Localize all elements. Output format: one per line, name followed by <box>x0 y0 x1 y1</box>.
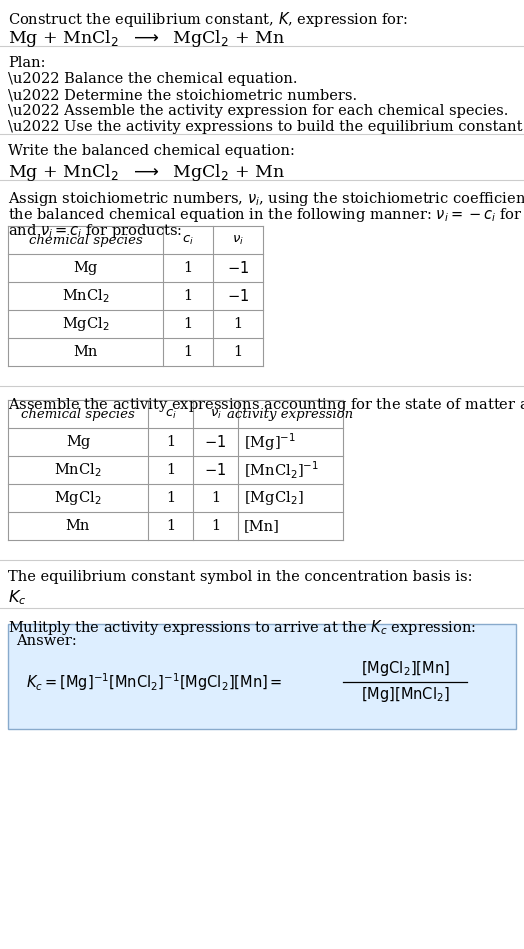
Text: chemical species: chemical species <box>29 233 143 247</box>
Text: chemical species: chemical species <box>21 407 135 420</box>
Text: 1: 1 <box>166 463 175 477</box>
Text: $K_c = [\mathrm{Mg}]^{-1}[\mathrm{MnCl}_2]^{-1}[\mathrm{MgCl}_2][\mathrm{Mn}] = : $K_c = [\mathrm{Mg}]^{-1}[\mathrm{MnCl}_… <box>26 671 282 693</box>
Text: [Mn]: [Mn] <box>244 519 280 533</box>
Text: Write the balanced chemical equation:: Write the balanced chemical equation: <box>8 144 295 158</box>
Text: $c_i$: $c_i$ <box>182 233 194 247</box>
Text: MgCl$_2$: MgCl$_2$ <box>62 315 110 333</box>
Text: \u2022 Use the activity expressions to build the equilibrium constant expression: \u2022 Use the activity expressions to b… <box>8 120 524 134</box>
Text: 1: 1 <box>233 317 243 331</box>
Text: [MnCl$_2$]$^{-1}$: [MnCl$_2$]$^{-1}$ <box>244 459 319 481</box>
Text: $K_c$: $K_c$ <box>8 588 26 606</box>
Text: \u2022 Determine the stoichiometric numbers.: \u2022 Determine the stoichiometric numb… <box>8 88 357 102</box>
Text: 1: 1 <box>166 435 175 449</box>
Text: [Mg]$^{-1}$: [Mg]$^{-1}$ <box>244 431 296 453</box>
Text: Plan:: Plan: <box>8 56 46 70</box>
Text: 1: 1 <box>166 519 175 533</box>
Text: Mn: Mn <box>66 519 90 533</box>
Text: Mn: Mn <box>73 345 97 359</box>
Text: $\nu_i$: $\nu_i$ <box>232 233 244 247</box>
Text: [MgCl$_2$]: [MgCl$_2$] <box>244 489 303 507</box>
Text: Mulitply the activity expressions to arrive at the $K_c$ expression:: Mulitply the activity expressions to arr… <box>8 618 476 637</box>
Text: 1: 1 <box>233 345 243 359</box>
Text: Assemble the activity expressions accounting for the state of matter and $\nu_i$: Assemble the activity expressions accoun… <box>8 396 524 414</box>
Text: 1: 1 <box>166 491 175 505</box>
Text: \u2022 Balance the chemical equation.: \u2022 Balance the chemical equation. <box>8 72 298 86</box>
Text: The equilibrium constant symbol in the concentration basis is:: The equilibrium constant symbol in the c… <box>8 570 473 584</box>
Text: $[\mathrm{MgCl}_2][\mathrm{Mn}]$: $[\mathrm{MgCl}_2][\mathrm{Mn}]$ <box>361 660 450 679</box>
Text: $-1$: $-1$ <box>204 462 226 478</box>
Text: Mg + MnCl$_2$  $\longrightarrow$  MgCl$_2$ + Mn: Mg + MnCl$_2$ $\longrightarrow$ MgCl$_2$… <box>8 28 285 49</box>
Text: MgCl$_2$: MgCl$_2$ <box>54 489 102 507</box>
Text: $-1$: $-1$ <box>227 288 249 304</box>
Text: Assign stoichiometric numbers, $\nu_i$, using the stoichiometric coefficients, $: Assign stoichiometric numbers, $\nu_i$, … <box>8 190 524 208</box>
Text: $-1$: $-1$ <box>204 434 226 450</box>
Text: $\nu_i$: $\nu_i$ <box>210 407 222 420</box>
Text: Construct the equilibrium constant, $K$, expression for:: Construct the equilibrium constant, $K$,… <box>8 10 408 29</box>
Text: 1: 1 <box>183 345 192 359</box>
Text: $-1$: $-1$ <box>227 260 249 276</box>
Text: $[\mathrm{Mg}][\mathrm{MnCl}_2]$: $[\mathrm{Mg}][\mathrm{MnCl}_2]$ <box>361 685 450 704</box>
Text: 1: 1 <box>183 289 192 303</box>
Text: 1: 1 <box>211 519 220 533</box>
Text: Mg + MnCl$_2$  $\longrightarrow$  MgCl$_2$ + Mn: Mg + MnCl$_2$ $\longrightarrow$ MgCl$_2$… <box>8 162 285 183</box>
Text: the balanced chemical equation in the following manner: $\nu_i = -c_i$ for react: the balanced chemical equation in the fo… <box>8 206 524 224</box>
Text: and $\nu_i = c_i$ for products:: and $\nu_i = c_i$ for products: <box>8 222 182 240</box>
Text: activity expression: activity expression <box>227 407 354 420</box>
FancyBboxPatch shape <box>8 624 516 729</box>
Text: Mg: Mg <box>66 435 90 449</box>
Text: 1: 1 <box>211 491 220 505</box>
Text: Mg: Mg <box>73 261 97 275</box>
Text: \u2022 Assemble the activity expression for each chemical species.: \u2022 Assemble the activity expression … <box>8 104 508 118</box>
Text: 1: 1 <box>183 317 192 331</box>
Text: $c_i$: $c_i$ <box>165 407 177 420</box>
Text: Answer:: Answer: <box>16 634 77 648</box>
Text: 1: 1 <box>183 261 192 275</box>
Text: MnCl$_2$: MnCl$_2$ <box>54 461 102 479</box>
Text: MnCl$_2$: MnCl$_2$ <box>62 288 110 305</box>
